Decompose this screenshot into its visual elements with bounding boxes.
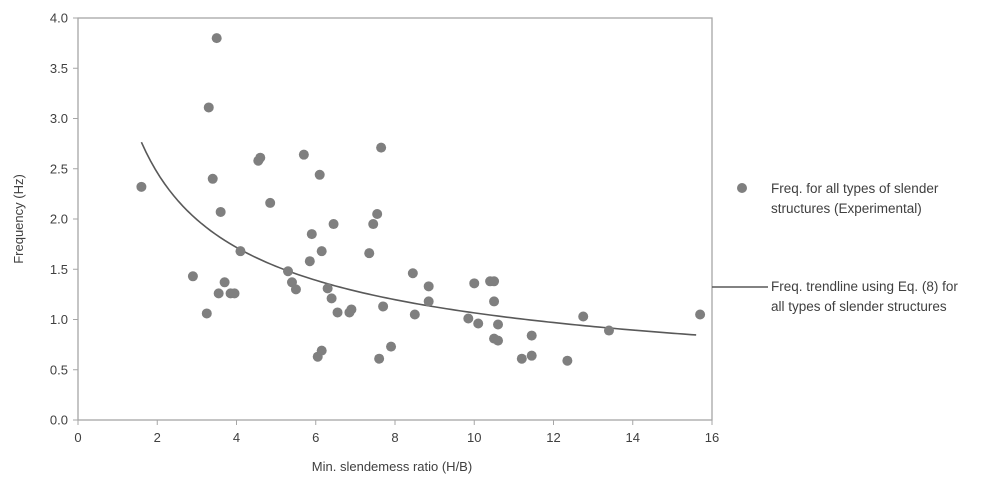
scatter-point xyxy=(603,325,614,336)
y-tick-label: 0.0 xyxy=(50,413,68,428)
scatter-point xyxy=(578,311,589,322)
scatter-point xyxy=(423,296,434,307)
x-tick-label: 10 xyxy=(467,430,481,445)
scatter-point xyxy=(372,208,383,219)
scatter-point xyxy=(407,268,418,279)
scatter-point xyxy=(562,355,573,366)
x-tick-label: 6 xyxy=(312,430,319,445)
scatter-point xyxy=(386,341,397,352)
y-tick-label: 1.5 xyxy=(50,262,68,277)
scatter-points-layer xyxy=(136,33,706,366)
scatter-point xyxy=(368,219,379,230)
legend: Freq. for all types of slender structures… xyxy=(712,181,958,314)
scatter-point xyxy=(219,277,230,288)
x-axis-label: Min. slendemess ratio (H/B) xyxy=(312,459,472,474)
scatter-point xyxy=(314,169,325,180)
scatter-point xyxy=(346,304,357,315)
scatter-point xyxy=(316,246,327,257)
scatter-point xyxy=(316,345,327,356)
x-axis-ticks: 0 2 4 6 8 10 12 14 16 xyxy=(74,420,719,445)
x-tick-label: 0 xyxy=(74,430,81,445)
scatter-point xyxy=(306,229,317,240)
plot-frame xyxy=(77,17,713,421)
scatter-point xyxy=(203,102,214,113)
scatter-point xyxy=(473,318,484,329)
x-tick-label: 4 xyxy=(233,430,240,445)
scatter-point xyxy=(526,330,537,341)
x-tick-label: 12 xyxy=(546,430,560,445)
scatter-point xyxy=(211,33,222,44)
scatter-point xyxy=(290,284,301,295)
scatter-point xyxy=(374,353,385,364)
scatter-point xyxy=(283,266,294,277)
scatter-point xyxy=(215,206,226,217)
scatter-point xyxy=(526,350,537,361)
y-axis-ticks: 0.0 0.5 1.0 1.5 2.0 2.5 3.0 3.5 4.0 xyxy=(50,11,78,428)
x-tick-label: 8 xyxy=(391,430,398,445)
scatter-point xyxy=(326,293,337,304)
scatter-point xyxy=(469,278,480,289)
y-tick-label: 3.5 xyxy=(50,61,68,76)
scatter-point xyxy=(409,309,420,320)
y-tick-label: 4.0 xyxy=(50,11,68,26)
y-tick-label: 1.0 xyxy=(50,312,68,327)
x-tick-label: 2 xyxy=(154,430,161,445)
scatter-point xyxy=(463,313,474,324)
plot-area-border xyxy=(77,17,713,421)
y-tick-label: 2.5 xyxy=(50,161,68,176)
scatter-point xyxy=(695,309,706,320)
y-tick-label: 0.5 xyxy=(50,362,68,377)
scatter-point xyxy=(207,173,218,184)
legend-label-trendline: Freq. trendline using Eq. (8) for all typ… xyxy=(771,279,958,314)
scatter-point xyxy=(423,281,434,292)
scatter-point xyxy=(136,181,147,192)
y-axis-label: Frequency (Hz) xyxy=(11,174,26,264)
scatter-point xyxy=(298,149,309,160)
x-tick-label: 16 xyxy=(705,430,719,445)
scatter-point xyxy=(328,219,339,230)
legend-label-experimental: Freq. for all types of slender structures… xyxy=(771,181,939,216)
scatter-point xyxy=(229,288,240,299)
scatter-point xyxy=(493,335,504,346)
scatter-point xyxy=(364,248,375,259)
scatter-point xyxy=(265,197,276,208)
scatter-point xyxy=(376,142,387,153)
y-tick-label: 2.0 xyxy=(50,212,68,227)
scatter-point xyxy=(332,307,343,318)
scatter-point xyxy=(235,246,246,257)
legend-marker-experimental xyxy=(737,183,747,193)
scatter-point xyxy=(516,353,527,364)
scatter-point xyxy=(187,271,198,282)
scatter-point xyxy=(201,308,212,319)
y-tick-label: 3.0 xyxy=(50,111,68,126)
scatter-point xyxy=(304,256,315,267)
scatter-point xyxy=(255,152,266,163)
scatter-point xyxy=(489,296,500,307)
scatter-point xyxy=(213,288,224,299)
scatter-point xyxy=(493,319,504,330)
trendline-layer xyxy=(140,141,697,336)
trendline-series xyxy=(140,141,697,336)
scatter-point xyxy=(322,283,333,294)
scatter-point xyxy=(489,276,500,287)
scatter-point xyxy=(378,301,389,312)
x-tick-label: 14 xyxy=(626,430,640,445)
